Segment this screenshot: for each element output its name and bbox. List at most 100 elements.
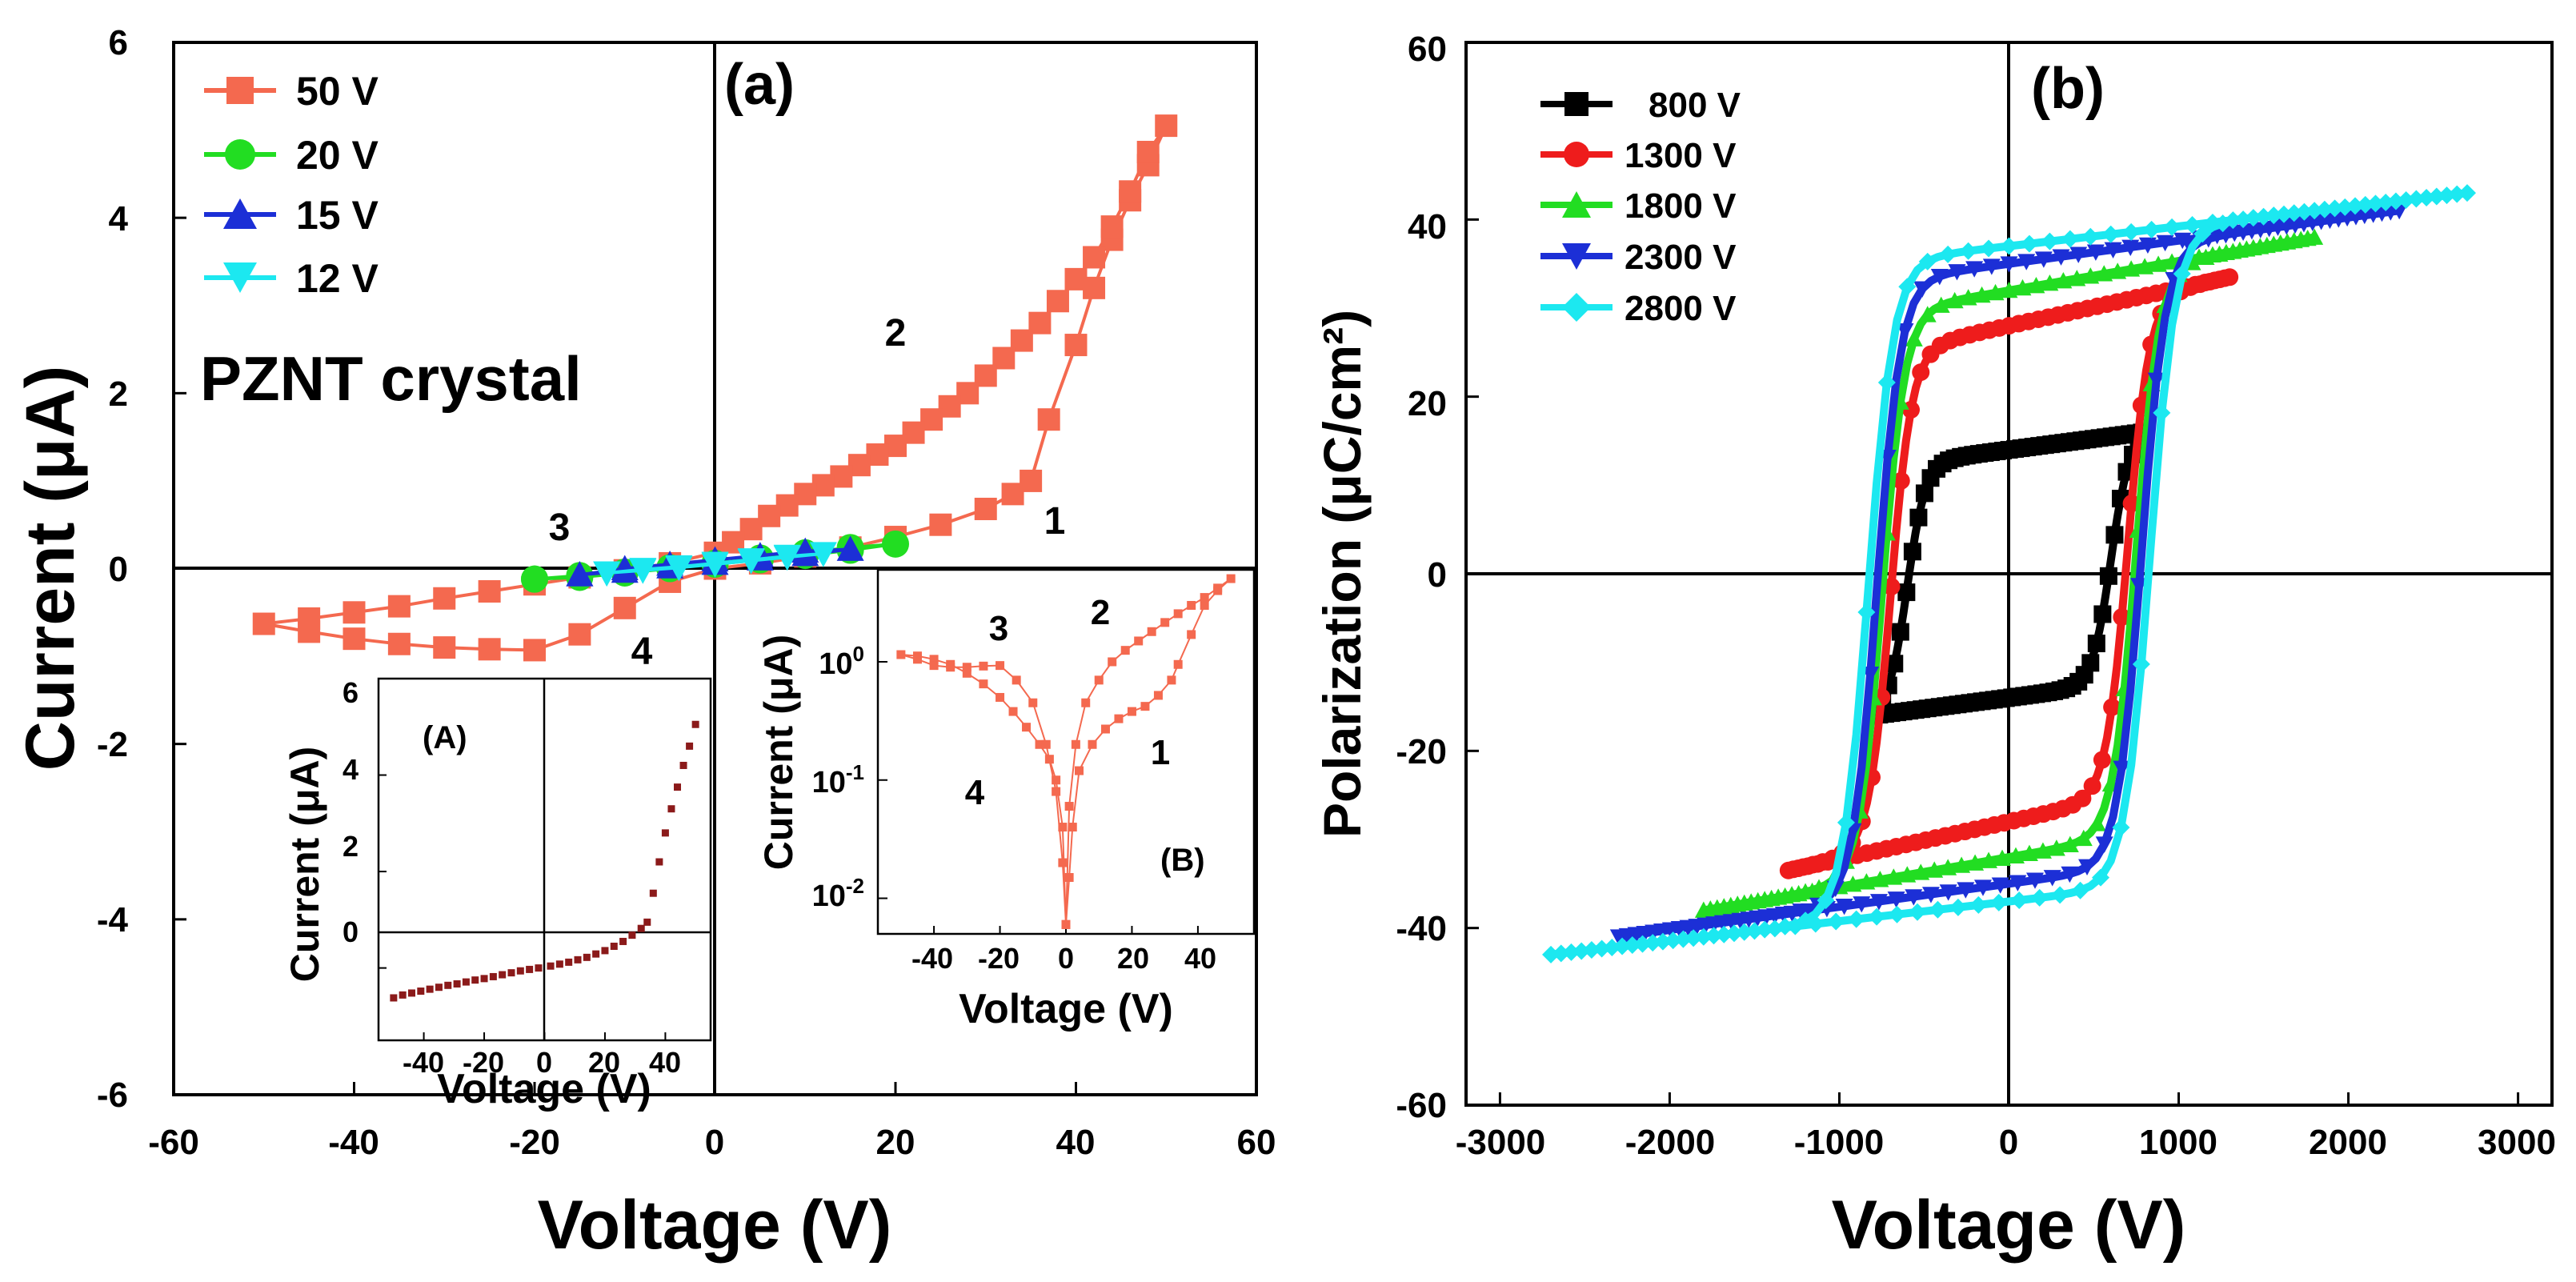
legend-square-marker — [1564, 92, 1588, 116]
data-point — [1160, 618, 1170, 627]
data-point — [471, 976, 479, 984]
data-point — [252, 612, 275, 635]
data-point — [1949, 898, 1967, 916]
data-point — [1008, 707, 1018, 716]
data-point — [643, 918, 651, 926]
data-point — [2034, 251, 2053, 268]
A-xtick-label: 20 — [588, 1046, 620, 1079]
data-point — [1100, 724, 1110, 734]
data-point — [2051, 886, 2069, 904]
data-point — [593, 561, 621, 587]
data-point — [809, 542, 837, 567]
data-point — [1705, 916, 1724, 933]
B-x-axis-title: Voltage (V) — [959, 986, 1173, 1032]
data-point — [2173, 265, 2191, 283]
data-point — [2285, 204, 2303, 222]
data-point — [1155, 114, 1178, 138]
data-point — [547, 962, 555, 970]
data-point — [2017, 254, 2036, 270]
data-point — [2326, 199, 2344, 218]
data-point — [836, 535, 864, 561]
data-point — [298, 620, 321, 643]
data-point — [1853, 896, 1871, 913]
data-point — [2386, 192, 2405, 210]
data-point — [592, 950, 600, 958]
a-xtick-label: 60 — [1237, 1123, 1276, 1162]
log-exponent: -2 — [846, 874, 864, 898]
data-point — [1784, 860, 1802, 879]
data-point — [912, 655, 922, 664]
data-point — [1694, 927, 1713, 946]
data-point — [1562, 943, 1580, 961]
data-point — [1633, 935, 1652, 953]
b-x-axis-title: Voltage (V) — [1832, 1187, 2186, 1264]
data-point — [2069, 246, 2088, 263]
data-point — [1012, 675, 1021, 685]
data-point — [979, 679, 988, 689]
data-point — [444, 981, 452, 989]
data-point — [1100, 215, 1124, 238]
data-point — [2203, 246, 2221, 262]
data-point — [480, 975, 488, 983]
data-point — [526, 965, 534, 973]
data-point — [343, 627, 366, 651]
a-ytick-label: 2 — [109, 375, 128, 414]
data-point — [1921, 345, 1940, 363]
data-point — [1572, 942, 1591, 960]
data-point — [408, 989, 415, 997]
data-point — [2254, 207, 2273, 226]
data-point — [1745, 922, 1764, 940]
data-point — [2271, 234, 2290, 251]
data-point — [1022, 723, 1032, 732]
data-point — [1897, 583, 1916, 602]
log-exponent: 0 — [853, 642, 864, 666]
data-point — [1945, 291, 1964, 309]
panel-b-series — [1542, 184, 2476, 964]
data-point — [2244, 209, 2262, 227]
b-xtick-label: 3000 — [2478, 1123, 2556, 1162]
data-point — [1769, 888, 1788, 905]
data-point — [2000, 281, 2018, 298]
data-point — [1887, 891, 1905, 908]
data-point — [2265, 206, 2283, 225]
data-point — [2153, 403, 2171, 422]
data-point — [1140, 702, 1150, 711]
data-point — [1688, 919, 1706, 935]
data-point — [2113, 760, 2131, 777]
data-point — [516, 967, 524, 975]
legend-label: 800 V — [1649, 86, 1741, 125]
data-point — [1877, 374, 1896, 392]
data-point — [1857, 603, 1876, 622]
panel-b-ticks — [1466, 41, 2520, 1107]
data-point — [1913, 281, 1932, 298]
data-point — [1939, 884, 1957, 901]
data-point — [2027, 276, 2045, 294]
data-point — [2109, 262, 2127, 279]
data-point — [619, 937, 627, 945]
data-point — [2043, 870, 2061, 887]
data-point — [2047, 839, 2065, 856]
data-point — [1083, 246, 1106, 269]
data-point — [1058, 823, 1068, 832]
data-point — [1028, 698, 1038, 707]
data-point — [2225, 225, 2244, 242]
data-point — [1903, 543, 1921, 561]
legend-label: 2300 V — [1625, 238, 1737, 277]
data-point — [2346, 197, 2365, 215]
pznt-annotation: PZNT crystal — [200, 343, 582, 414]
data-point — [1905, 330, 1923, 347]
data-point — [2113, 608, 2131, 627]
data-point — [2095, 265, 2113, 282]
data-point — [390, 994, 398, 1002]
data-point — [979, 661, 988, 671]
data-point — [426, 985, 434, 993]
data-point — [2366, 194, 2385, 213]
data-point — [2006, 847, 2025, 863]
A-xtick-label: 0 — [536, 1046, 552, 1079]
data-point — [1792, 903, 1810, 920]
data-point — [2315, 200, 2334, 218]
data-point — [2147, 372, 2165, 389]
data-point — [1742, 893, 1761, 910]
legend-label: 15 V — [296, 193, 379, 238]
panel-b-label: (b) — [2031, 57, 2105, 121]
